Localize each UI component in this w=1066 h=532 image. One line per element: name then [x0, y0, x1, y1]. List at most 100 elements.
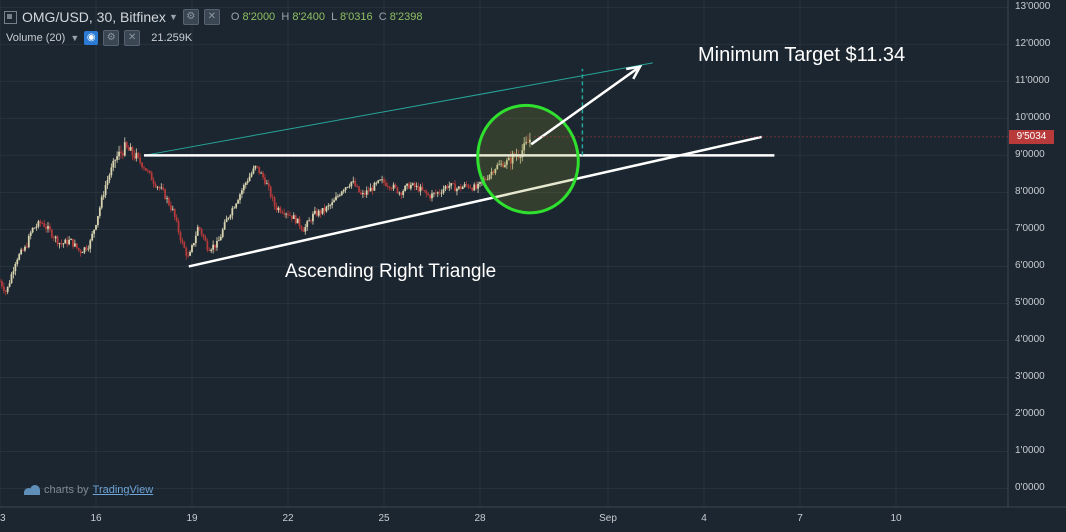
candle-body: [8, 283, 11, 287]
candle-body: [298, 218, 301, 227]
y-tick-label: 2'0000: [1015, 408, 1045, 420]
y-tick-label: 8'0000: [1015, 186, 1045, 198]
candle-body: [292, 215, 295, 219]
candle-body: [102, 195, 105, 197]
candle-body: [300, 226, 303, 230]
candle-body: [423, 189, 426, 191]
candle-body: [433, 192, 435, 194]
candle-body: [409, 184, 412, 189]
candle-body: [12, 271, 15, 275]
candle-body: [35, 226, 38, 228]
candle-body: [467, 184, 470, 188]
candle-body: [37, 221, 40, 227]
x-tick-label: 13: [0, 513, 6, 524]
candle-body: [152, 180, 155, 184]
candle-body: [52, 237, 55, 239]
candle-body: [198, 227, 201, 229]
target-annotation: Minimum Target $11.34: [698, 44, 906, 66]
candle-body: [106, 180, 109, 186]
settings-icon[interactable]: ⚙: [182, 9, 199, 25]
candle-body: [304, 227, 307, 232]
candle-body: [461, 186, 464, 189]
symbol-title[interactable]: OMG/USD, 30, Bitfinex: [22, 9, 166, 25]
candle-body: [360, 192, 362, 195]
candle-body: [114, 159, 117, 161]
candle-body: [361, 193, 364, 195]
candle-body: [177, 220, 180, 233]
candle-body: [417, 185, 420, 192]
candle-body: [158, 186, 161, 189]
candle-body: [70, 238, 72, 240]
candle-body: [465, 184, 468, 185]
candle-body: [340, 191, 343, 196]
collapse-icon[interactable]: [4, 10, 17, 24]
close-icon[interactable]: ✕: [124, 30, 141, 46]
candle-body: [471, 187, 474, 191]
candle-body: [492, 171, 495, 173]
candle-body: [185, 247, 188, 256]
candle-body: [479, 182, 481, 184]
candle-body: [227, 217, 230, 219]
candle-body: [312, 213, 314, 222]
settings-icon[interactable]: ⚙: [103, 30, 120, 46]
candle-body: [321, 207, 324, 214]
candle-body: [342, 190, 345, 192]
last-price-tag: 9'5034: [1009, 129, 1054, 144]
candle-body: [527, 142, 529, 143]
candle-body: [509, 157, 512, 164]
candle-body: [408, 183, 410, 189]
candle-body: [212, 244, 215, 250]
candle-body: [265, 183, 268, 185]
x-tick-label: 22: [282, 513, 294, 524]
candle-body: [348, 186, 351, 188]
close-icon[interactable]: ✕: [203, 9, 220, 25]
candle-body: [496, 164, 499, 170]
candle-body: [64, 239, 67, 244]
candle-body: [490, 171, 493, 175]
candle-body: [331, 202, 334, 206]
candle-body: [396, 187, 399, 194]
candle-body: [392, 184, 395, 189]
candle-body: [369, 187, 372, 192]
symbol-header: OMG/USD, 30, Bitfinex ▼ ⚙ ✕ O 8'2000 H 8…: [4, 8, 422, 26]
candle-body: [166, 198, 168, 200]
candle-body: [196, 227, 199, 236]
eye-icon[interactable]: ◉: [84, 31, 99, 45]
candle-body: [477, 183, 479, 189]
candle-body: [463, 184, 466, 187]
candle-body: [454, 183, 456, 192]
candle-body: [31, 227, 34, 233]
candle-body: [217, 240, 220, 242]
chevron-down-icon[interactable]: ▼: [70, 33, 80, 43]
candle-body: [100, 196, 103, 208]
candle-body: [375, 182, 378, 184]
candle-body: [24, 246, 26, 251]
candle-body: [91, 233, 94, 241]
candle-body: [521, 150, 524, 158]
candle-body: [85, 247, 88, 250]
candle-body: [10, 274, 13, 284]
candle-body: [39, 221, 42, 224]
y-tick-label: 7'0000: [1015, 223, 1045, 235]
candle-body: [219, 236, 222, 241]
candle-body: [273, 197, 276, 207]
candle-body: [262, 172, 264, 178]
tradingview-watermark[interactable]: charts by TradingView: [24, 484, 153, 496]
candle-body: [75, 243, 78, 248]
candle-body: [214, 244, 216, 248]
volume-label[interactable]: Volume (20): [6, 32, 66, 44]
candle-body: [379, 179, 382, 181]
candle-body: [181, 240, 184, 243]
channel-line: [143, 62, 653, 156]
candle-body: [1, 281, 3, 287]
candle-body: [56, 236, 59, 245]
candle-body: [179, 232, 182, 241]
candle-body: [419, 186, 422, 192]
y-tick-label: 10'0000: [1015, 112, 1051, 124]
volume-value: 21.259K: [151, 32, 193, 44]
candle-body: [150, 172, 153, 181]
chevron-down-icon[interactable]: ▼: [168, 12, 178, 22]
candle-body: [235, 203, 238, 208]
